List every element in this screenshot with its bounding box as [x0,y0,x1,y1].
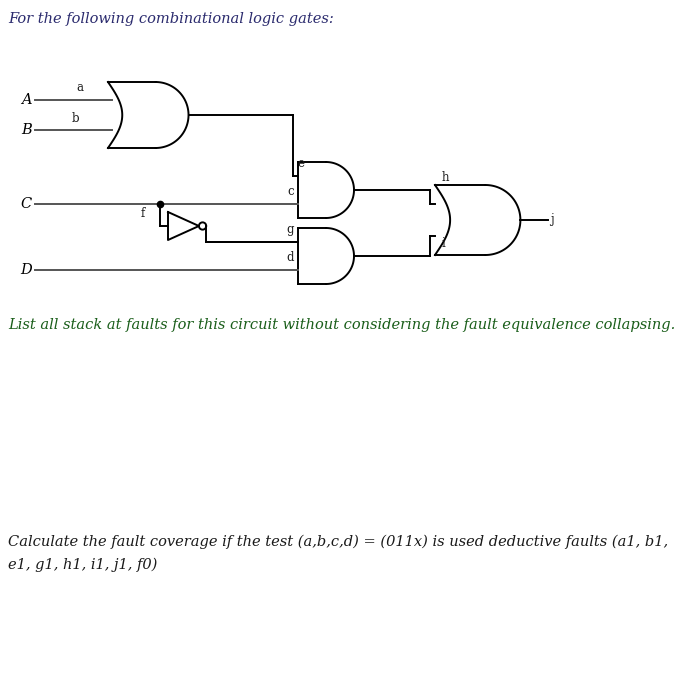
Text: D: D [20,263,32,277]
Text: a: a [76,81,83,94]
Text: f: f [141,207,145,220]
Text: h: h [442,171,450,184]
Text: d: d [286,251,294,264]
Text: Calculate the fault coverage if the test (a,b,c,d) = (011x) is used deductive fa: Calculate the fault coverage if the test… [8,535,668,550]
Text: i: i [442,237,445,250]
Text: A: A [22,93,32,107]
Text: List all stack at faults for this circuit without considering the fault equivale: List all stack at faults for this circui… [8,318,676,332]
Text: B: B [22,123,32,137]
Text: c: c [287,185,294,198]
Text: g: g [286,223,294,236]
Text: e: e [297,157,304,170]
Text: b: b [71,112,79,125]
Text: For the following combinational logic gates:: For the following combinational logic ga… [8,12,334,26]
Text: e1, g1, h1, i1, j1, f0): e1, g1, h1, i1, j1, f0) [8,558,157,573]
Text: j: j [550,214,554,227]
Text: C: C [21,197,32,211]
